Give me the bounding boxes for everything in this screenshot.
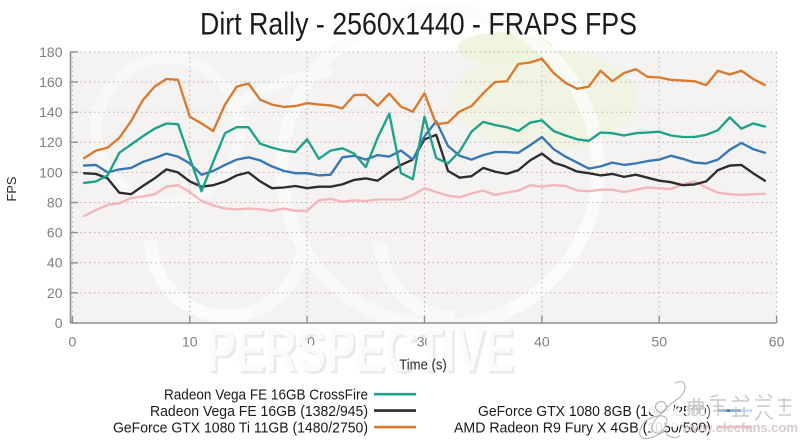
svg-text:Radeon Vega FE 16GB CrossFire: Radeon Vega FE 16GB CrossFire: [164, 387, 368, 404]
svg-text:www.elecfans.com: www.elecfans.com: [681, 420, 798, 435]
svg-text:80: 80: [47, 194, 63, 210]
svg-text:40: 40: [47, 255, 63, 271]
svg-text:40: 40: [534, 334, 550, 350]
svg-text:120: 120: [39, 134, 63, 150]
svg-text:180: 180: [39, 44, 63, 60]
svg-text:Dirt Rally - 2560x1440 - FRAPS: Dirt Rally - 2560x1440 - FRAPS FPS: [200, 6, 637, 42]
svg-text:140: 140: [39, 104, 63, 120]
svg-text:160: 160: [39, 74, 63, 90]
svg-text:100: 100: [39, 164, 63, 180]
svg-text:60: 60: [769, 334, 785, 350]
svg-text:Radeon Vega FE 16GB (1382/945): Radeon Vega FE 16GB (1382/945): [150, 403, 368, 420]
svg-text:0: 0: [55, 315, 63, 331]
svg-text:AMD Radeon R9 Fury X 4GB (1050: AMD Radeon R9 Fury X 4GB (1050/500): [454, 420, 711, 437]
svg-text:60: 60: [47, 225, 63, 241]
svg-text:Time (s): Time (s): [399, 358, 447, 374]
svg-text:20: 20: [47, 285, 63, 301]
svg-text:10: 10: [182, 334, 198, 350]
svg-text:PERSPECTIVE: PERSPECTIVE: [206, 316, 514, 385]
svg-text:GeForce GTX 1080 Ti 11GB (1480: GeForce GTX 1080 Ti 11GB (1480/2750): [113, 420, 368, 437]
svg-text:FPS: FPS: [4, 177, 19, 202]
svg-text:30: 30: [417, 334, 433, 350]
svg-text:0: 0: [69, 334, 77, 350]
svg-text:50: 50: [651, 334, 667, 350]
svg-text:20: 20: [299, 334, 315, 350]
svg-text:PERSPECTIVE: PERSPECTIVE: [209, 319, 517, 388]
